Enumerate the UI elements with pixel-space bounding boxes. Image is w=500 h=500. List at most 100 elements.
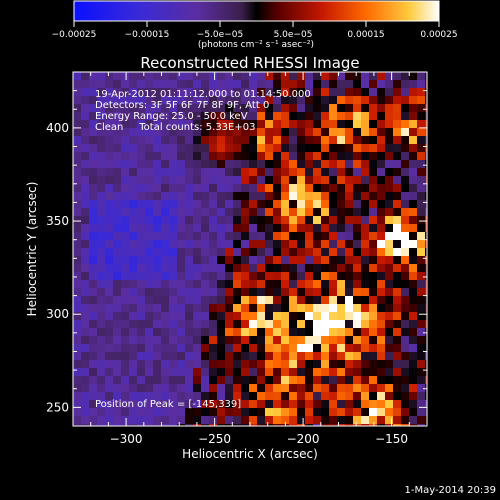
heatmap-cell	[185, 248, 193, 256]
heatmap-cell	[161, 320, 169, 328]
heatmap-cell	[209, 352, 217, 360]
heatmap-cell	[313, 80, 321, 88]
heatmap-cell	[353, 88, 361, 96]
heatmap-cell	[121, 288, 129, 296]
heatmap-cell	[417, 144, 425, 152]
heatmap-cell	[297, 224, 305, 232]
heatmap-cell	[153, 200, 161, 208]
heatmap-cell	[73, 216, 81, 224]
heatmap-cell	[145, 408, 153, 416]
heatmap-cell	[97, 96, 105, 104]
heatmap-cell	[289, 120, 297, 128]
heatmap-cell	[129, 232, 137, 240]
heatmap-cell	[265, 192, 273, 200]
heatmap-cell	[377, 184, 385, 192]
heatmap-cell	[329, 392, 337, 400]
heatmap-cell	[81, 72, 89, 80]
heatmap-cell	[377, 152, 385, 160]
heatmap-cell	[281, 112, 289, 120]
heatmap-cell	[153, 104, 161, 112]
heatmap-cell	[385, 168, 393, 176]
heatmap-cell	[273, 88, 281, 96]
heatmap-cell	[153, 392, 161, 400]
heatmap-cell	[273, 336, 281, 344]
heatmap-cell	[201, 312, 209, 320]
heatmap-cell	[297, 336, 305, 344]
heatmap-cell	[249, 80, 257, 88]
heatmap-cell	[393, 288, 401, 296]
heatmap-cell	[97, 208, 105, 216]
heatmap-cell	[425, 408, 427, 416]
heatmap-cell	[273, 328, 281, 336]
heatmap-cell	[145, 424, 153, 426]
heatmap-cell	[105, 136, 113, 144]
heatmap-cell	[209, 408, 217, 416]
heatmap-cell	[177, 176, 185, 184]
heatmap-cell	[241, 104, 249, 112]
heatmap-cell	[281, 216, 289, 224]
heatmap-cell	[353, 280, 361, 288]
heatmap-cell	[249, 160, 257, 168]
annotation-peak: Position of Peak = [-145,339]	[95, 399, 241, 410]
heatmap-cell	[265, 264, 273, 272]
heatmap-cell	[193, 360, 201, 368]
heatmap-cell	[233, 120, 241, 128]
heatmap-cell	[329, 176, 337, 184]
heatmap-cell	[377, 144, 385, 152]
heatmap-cell	[321, 288, 329, 296]
heatmap-cell	[385, 104, 393, 112]
heatmap-cell	[233, 296, 241, 304]
heatmap-cell	[353, 264, 361, 272]
heatmap-cell	[217, 304, 225, 312]
heatmap-cell	[273, 216, 281, 224]
heatmap-cell	[401, 280, 409, 288]
heatmap-cell	[257, 136, 265, 144]
heatmap-cell	[345, 360, 353, 368]
heatmap-cell	[105, 392, 113, 400]
annotation-detectors: Detectors: 3F 5F 6F 7F 8F 9F, Att 0	[95, 100, 269, 111]
heatmap-cell	[289, 376, 297, 384]
heatmap-cell	[273, 320, 281, 328]
heatmap-cell	[345, 416, 353, 424]
heatmap-cell	[137, 352, 145, 360]
heatmap-cell	[185, 312, 193, 320]
heatmap-cell	[97, 352, 105, 360]
heatmap-cell	[385, 88, 393, 96]
heatmap-cell	[177, 376, 185, 384]
heatmap-cell	[177, 184, 185, 192]
heatmap-cell	[417, 96, 425, 104]
heatmap-cell	[249, 120, 257, 128]
heatmap-cell	[425, 280, 427, 288]
heatmap-cell	[393, 120, 401, 128]
heatmap-cell	[113, 384, 121, 392]
heatmap-cell	[137, 168, 145, 176]
heatmap-cell	[345, 128, 353, 136]
heatmap-cell	[425, 112, 427, 120]
heatmap-cell	[73, 312, 81, 320]
heatmap-cell	[233, 200, 241, 208]
heatmap-cell	[145, 312, 153, 320]
heatmap-cell	[241, 304, 249, 312]
heatmap-cell	[185, 240, 193, 248]
heatmap-cell	[321, 120, 329, 128]
heatmap-cell	[377, 72, 385, 80]
heatmap-cell	[185, 288, 193, 296]
heatmap-cell	[129, 176, 137, 184]
heatmap-cell	[73, 80, 81, 88]
heatmap-cell	[73, 200, 81, 208]
heatmap-cell	[329, 256, 337, 264]
heatmap-cell	[273, 248, 281, 256]
heatmap-cell	[409, 144, 417, 152]
heatmap-cell	[217, 72, 225, 80]
heatmap-cell	[361, 120, 369, 128]
heatmap-cell	[225, 80, 233, 88]
heatmap-cell	[81, 136, 89, 144]
heatmap-cell	[121, 152, 129, 160]
heatmap-cell	[409, 376, 417, 384]
heatmap-cell	[217, 224, 225, 232]
heatmap-cell	[121, 376, 129, 384]
heatmap-cell	[129, 136, 137, 144]
heatmap-cell	[121, 256, 129, 264]
heatmap-cell	[185, 384, 193, 392]
heatmap-cell	[201, 336, 209, 344]
